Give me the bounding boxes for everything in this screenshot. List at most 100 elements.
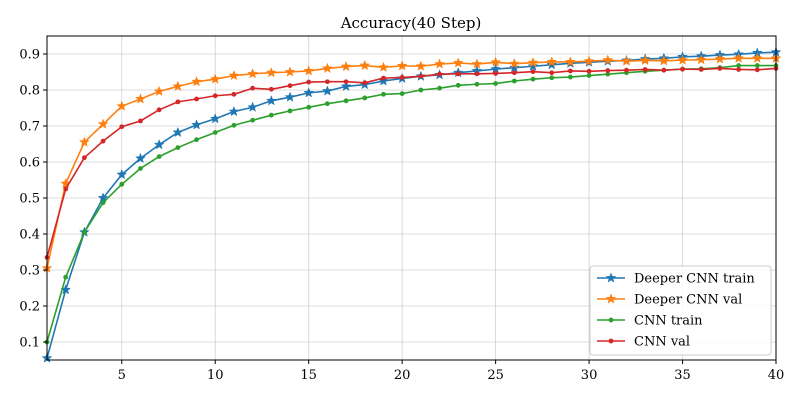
y-tick-label: 0.1 (19, 336, 40, 351)
data-point (209, 113, 221, 124)
data-point (194, 96, 199, 102)
y-tick-label: 0.9 (19, 48, 40, 63)
data-point (359, 59, 371, 71)
data-point (736, 63, 742, 68)
data-point (119, 124, 125, 130)
data-point (268, 86, 274, 92)
data-point (324, 79, 330, 85)
legend-label: CNN val (634, 335, 690, 350)
data-point (639, 54, 651, 66)
data-point (284, 66, 296, 77)
data-point (191, 76, 202, 87)
data-point (100, 200, 106, 206)
data-point (172, 126, 184, 138)
legend-box (589, 265, 772, 356)
data-point (194, 137, 199, 143)
data-point (340, 80, 352, 92)
legend-swatch-marker (608, 317, 614, 323)
data-point (658, 55, 670, 66)
data-point (754, 63, 760, 68)
data-point (621, 55, 632, 66)
data-point (602, 54, 614, 65)
data-point (695, 54, 707, 65)
data-point (63, 274, 69, 280)
data-point (567, 68, 573, 74)
data-point (303, 65, 315, 76)
legend-item-deeper-cnn-val: Deeper CNN val (597, 293, 742, 308)
data-point (624, 67, 629, 73)
data-point (490, 56, 502, 67)
series-cnn-train (44, 63, 779, 345)
series-cnn-val (44, 66, 779, 260)
data-point (527, 56, 539, 68)
data-point (138, 166, 143, 171)
legend-label: Deeper CNN val (634, 293, 742, 308)
data-point (736, 67, 742, 72)
data-point (156, 154, 162, 160)
data-point (418, 73, 424, 79)
data-point (228, 69, 240, 81)
data-point (378, 61, 389, 72)
data-point (437, 71, 442, 77)
data-point (381, 75, 386, 81)
data-point (362, 95, 368, 101)
data-point (175, 145, 181, 151)
data-point (471, 58, 483, 69)
data-point (508, 58, 520, 69)
data-point (268, 112, 274, 118)
data-point (228, 105, 240, 117)
data-point (586, 73, 592, 78)
data-point (284, 91, 296, 102)
y-tick-label: 0.4 (19, 228, 40, 243)
data-point (78, 136, 90, 147)
data-point (287, 83, 293, 89)
data-point (677, 54, 688, 65)
x-tick-label: 40 (768, 368, 785, 383)
y-tick-label: 0.6 (19, 156, 40, 171)
data-point (63, 186, 69, 192)
data-point (250, 85, 256, 91)
x-tick-label: 10 (207, 368, 224, 383)
data-point (546, 56, 558, 67)
data-point (452, 57, 464, 68)
data-point (546, 59, 558, 70)
data-point (751, 52, 763, 63)
series-line-cnn-val (46, 67, 777, 258)
data-point (399, 75, 405, 80)
data-point (530, 69, 536, 75)
y-tick-label: 0.8 (19, 84, 40, 99)
data-point (714, 53, 726, 64)
legend: Deeper CNN train Deeper CNN val CNN train C… (589, 265, 772, 356)
data-point (191, 119, 202, 130)
data-point (340, 60, 352, 72)
data-point (209, 73, 221, 84)
data-point (324, 101, 330, 107)
data-point (97, 118, 109, 129)
data-point (455, 82, 461, 88)
data-point (343, 98, 349, 104)
data-point (138, 118, 143, 124)
data-point (586, 68, 592, 74)
chart-title: Accuracy(40 Step) (340, 14, 482, 32)
data-point (567, 74, 573, 80)
data-point (605, 71, 611, 77)
data-point (116, 168, 128, 180)
data-point (81, 229, 87, 235)
data-point (135, 152, 146, 164)
data-point (172, 80, 184, 92)
data-point (661, 67, 667, 73)
data-point (303, 87, 315, 98)
legend-item-cnn-train: CNN train (597, 314, 703, 329)
legend-item-cnn-val: CNN val (597, 335, 690, 350)
y-tick-label: 0.3 (19, 264, 40, 279)
data-point (156, 107, 162, 113)
data-point (212, 130, 218, 135)
x-tick-label: 5 (118, 368, 126, 383)
data-point (343, 79, 349, 85)
x-tick-label: 30 (581, 368, 598, 383)
data-point (508, 61, 520, 73)
y-tick-label: 0.7 (19, 120, 40, 135)
data-point (265, 67, 277, 78)
data-point (396, 60, 408, 71)
